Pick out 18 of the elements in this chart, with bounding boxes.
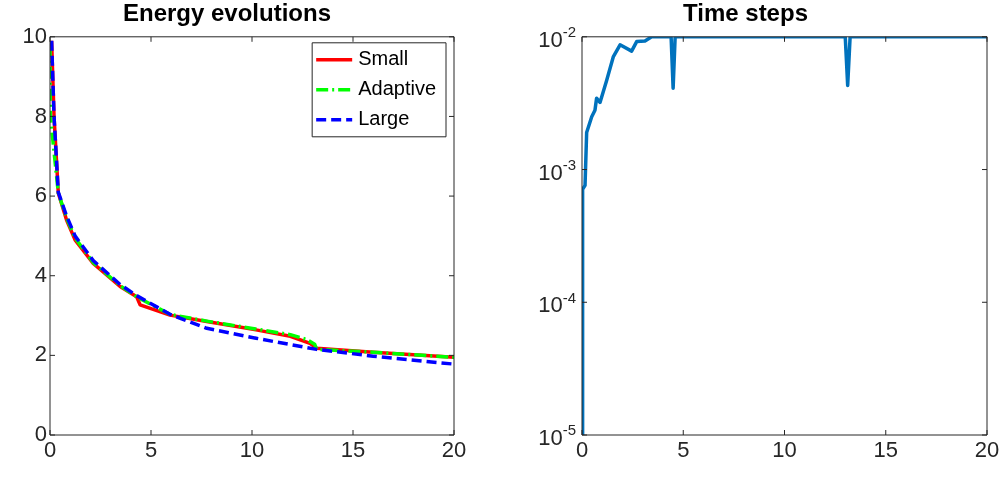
legend-label: Small: [358, 47, 409, 70]
x-tick-label: 15: [873, 437, 898, 463]
x-tick-label: 10: [239, 437, 265, 463]
y-tick-label: 10: [22, 22, 47, 48]
x-tick-label: 5: [144, 437, 158, 463]
chart-title: Time steps: [683, 0, 808, 27]
y-tick-label: 8: [34, 102, 47, 128]
legend-label: Large: [358, 107, 410, 130]
x-tick-label: 5: [677, 437, 690, 463]
x-tick-label: 15: [340, 437, 366, 463]
x-tick-label: 20: [441, 437, 467, 463]
x-tick-label: 10: [772, 437, 797, 463]
chart-title: Energy evolutions: [122, 0, 332, 27]
y-tick-label: 4: [34, 261, 47, 287]
x-tick-label: 20: [974, 437, 1000, 463]
y-tick-label: 2: [34, 341, 47, 367]
legend-label: Adaptive: [358, 77, 437, 100]
y-tick-label: 6: [34, 182, 47, 208]
